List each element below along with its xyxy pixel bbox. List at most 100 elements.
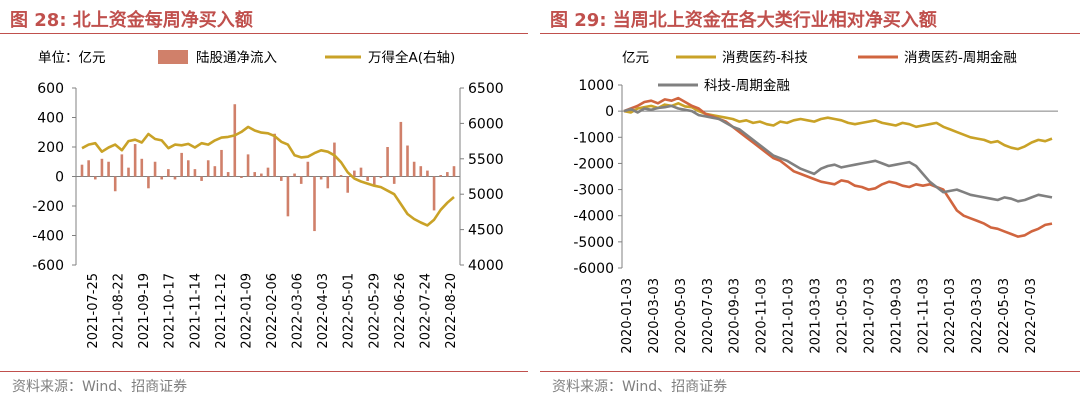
x-tick-label: 2021-11-03	[916, 278, 931, 354]
x-tick-label: 2020-01-03	[620, 278, 635, 354]
x-tick-label: 2022-01-03	[943, 278, 958, 354]
chart-panel-weekly-net-inflow: 图 28: 北上资金每周净买入额 单位：亿元 -600 -400 -200 0 200 40…	[0, 0, 528, 401]
bar-weekly-inflow	[200, 176, 203, 181]
title-divider	[540, 33, 1080, 34]
bar-weekly-inflow	[87, 160, 90, 177]
y-tick-label: -3000	[573, 183, 614, 199]
y-tick-left-label: 200	[37, 140, 64, 156]
bar-weekly-inflow	[319, 176, 323, 180]
source-note: 资料来源：Wind、招商证券	[552, 379, 728, 395]
legend-swatch-bar	[158, 50, 188, 64]
bar-weekly-inflow	[419, 166, 423, 177]
chart-title: 图 29: 当周北上资金在各大类行业相对净买入额	[550, 10, 937, 31]
x-tick-label: 2022-01-09	[239, 273, 254, 349]
y-tick-left-label: 600	[37, 81, 64, 97]
x-tick-label: 2022-07-24	[418, 273, 433, 349]
y-tick-label: 0	[605, 104, 614, 120]
bar-weekly-inflow	[153, 161, 157, 177]
bar-weekly-inflow	[439, 175, 443, 177]
legend-label-line: 万得全A(右轴)	[368, 49, 455, 66]
legend-label-consumer-vs-tech: 消费医药-科技	[722, 50, 808, 66]
x-tick-label: 2022-05-01	[342, 273, 357, 349]
bar-weekly-inflow	[392, 176, 396, 184]
unit-label: 亿元	[622, 50, 649, 66]
bar-weekly-inflow	[273, 133, 276, 177]
chart-weekly-net-inflow: 单位：亿元 -600 -400 -200 0 200 400 600 4000 4500 5000 5…	[32, 49, 504, 349]
y-tick-right-label: 6000	[468, 116, 504, 132]
bar-weekly-inflow	[147, 176, 150, 189]
y-tick-left-label: 400	[37, 111, 64, 127]
bar-weekly-inflow	[339, 175, 343, 177]
bar-weekly-inflow	[446, 172, 449, 177]
bar-weekly-inflow	[299, 176, 303, 184]
series-line-consumer-vs-cyclical	[623, 96, 1053, 238]
x-tick-label: 2022-05-29	[367, 273, 382, 349]
bar-weekly-inflow	[246, 154, 250, 177]
x-tick-label: 2022-07-03	[1024, 278, 1039, 354]
bar-weekly-inflow	[160, 176, 164, 180]
legend-label-bar: 陆股通净流入	[196, 50, 277, 66]
y-tick-left-label: -600	[32, 258, 64, 274]
series-line-tech-vs-cyclical	[623, 104, 1053, 203]
x-tick-label: 2021-03-03	[809, 278, 824, 354]
bar-weekly-inflow	[279, 176, 283, 181]
bar-weekly-inflow	[193, 169, 197, 177]
bar-weekly-inflow	[266, 167, 270, 177]
bar-weekly-inflow	[93, 176, 97, 180]
series-line-consumer-vs-tech	[623, 102, 1053, 151]
y-tick-label: -1000	[573, 130, 614, 146]
x-tick-label: 2022-02-06	[265, 273, 280, 349]
y-tick-right-label: 6500	[468, 81, 504, 97]
x-tick-label: 2022-04-03	[316, 273, 331, 349]
bar-weekly-inflow	[333, 142, 336, 177]
x-tick-label: 2021-01-03	[782, 278, 797, 354]
bar-weekly-inflow	[100, 158, 104, 177]
series-line-wind-all-a	[81, 125, 455, 227]
bar-weekly-inflow	[120, 154, 124, 177]
source-divider	[0, 371, 528, 372]
y-tick-label: 1000	[578, 78, 614, 94]
x-tick-label: 2021-09-19	[137, 273, 152, 349]
y-tick-right-label: 5000	[468, 187, 504, 203]
bar-weekly-inflow	[426, 170, 429, 177]
bar-weekly-inflow	[173, 176, 177, 180]
bar-weekly-inflow	[353, 170, 356, 177]
chart-title: 图 28: 北上资金每周净买入额	[10, 10, 253, 31]
x-tick-label: 2020-09-03	[728, 278, 743, 354]
bar-weekly-inflow	[412, 161, 416, 177]
legend-label-tech-vs-cyclical: 科技-周期金融	[704, 78, 790, 94]
y-tick-left-label: -200	[32, 199, 64, 215]
x-tick-label: 2021-11-14	[188, 273, 203, 349]
bar-weekly-inflow	[379, 176, 383, 178]
x-tick-label: 2022-06-26	[393, 273, 408, 349]
x-tick-label: 2022-03-06	[291, 273, 306, 349]
chart-panel-sector-relative-flow: 图 29: 当周北上资金在各大类行业相对净买入额 亿元 1000 0 -1000 -20…	[540, 0, 1080, 401]
bar-weekly-inflow	[260, 173, 263, 177]
x-tick-label: 2021-07-03	[862, 278, 877, 354]
x-tick-label: 2021-07-25	[86, 273, 101, 349]
unit-label: 单位：亿元	[38, 50, 106, 66]
title-divider	[0, 33, 528, 34]
y-tick-label: -4000	[573, 209, 614, 225]
bar-weekly-inflow	[372, 176, 376, 186]
bar-weekly-inflow	[213, 166, 217, 177]
y-tick-label: -2000	[573, 156, 614, 172]
bar-weekly-inflow	[133, 144, 137, 177]
x-tick-label: 2021-10-17	[163, 273, 178, 349]
bar-weekly-inflow	[399, 121, 403, 177]
x-tick-label: 2020-11-03	[755, 278, 770, 354]
y-tick-left-label: 0	[55, 170, 64, 186]
source-note: 资料来源：Wind、招商证券	[12, 379, 188, 395]
bar-weekly-inflow	[180, 152, 183, 177]
bar-weekly-inflow	[359, 167, 363, 177]
bar-weekly-inflow	[226, 172, 230, 177]
bar-weekly-inflow	[253, 172, 257, 177]
bar-weekly-inflow	[233, 104, 237, 177]
x-tick-label: 2022-08-20	[444, 273, 459, 349]
x-tick-label: 2020-05-03	[674, 278, 689, 354]
bar-weekly-inflow	[286, 176, 290, 217]
bar-weekly-inflow	[432, 176, 436, 211]
bar-weekly-inflow	[113, 176, 117, 192]
bar-weekly-inflow	[186, 160, 190, 177]
bar-weekly-inflow	[326, 176, 330, 189]
